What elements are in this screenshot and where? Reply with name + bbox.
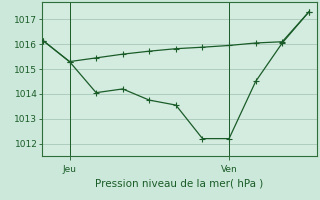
X-axis label: Pression niveau de la mer( hPa ): Pression niveau de la mer( hPa ): [95, 178, 263, 188]
